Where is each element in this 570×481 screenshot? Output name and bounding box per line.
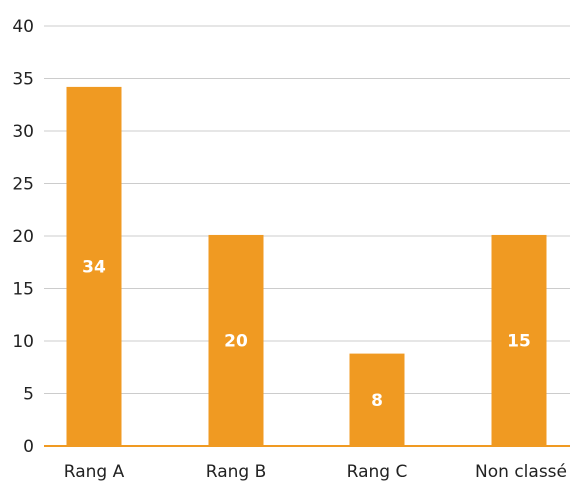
bars bbox=[66, 86, 547, 447]
y-tick-label: 25 bbox=[12, 175, 34, 195]
bar-data-label: 34 bbox=[82, 257, 106, 277]
y-tick-label: 35 bbox=[12, 70, 34, 90]
x-category-label: Rang C bbox=[347, 462, 408, 481]
y-tick-label: 5 bbox=[23, 385, 34, 405]
y-tick-label: 40 bbox=[12, 17, 34, 37]
bar-data-label: 8 bbox=[371, 391, 383, 411]
bar bbox=[208, 234, 264, 446]
bar-data-label: 20 bbox=[224, 331, 248, 351]
y-axis-tick-labels: 0 5 10 15 20 25 30 35 40 bbox=[12, 17, 34, 457]
x-category-label: Non classé bbox=[475, 462, 567, 481]
bar bbox=[349, 353, 405, 446]
bar-data-label: 15 bbox=[507, 331, 531, 351]
y-tick-label: 15 bbox=[12, 280, 34, 300]
bar bbox=[491, 234, 547, 446]
bar bbox=[66, 86, 122, 447]
x-axis-category-labels: Rang A Rang B Rang C Non classé bbox=[64, 462, 567, 481]
x-category-label: Rang A bbox=[64, 462, 125, 481]
x-category-label: Rang B bbox=[206, 462, 267, 481]
y-tick-label: 0 bbox=[23, 437, 34, 457]
y-tick-label: 10 bbox=[12, 332, 34, 352]
y-tick-label: 30 bbox=[12, 122, 34, 142]
grid-lines bbox=[44, 25, 570, 394]
data-labels: 34 20 8 15 bbox=[82, 257, 531, 410]
y-tick-label: 20 bbox=[12, 227, 34, 247]
